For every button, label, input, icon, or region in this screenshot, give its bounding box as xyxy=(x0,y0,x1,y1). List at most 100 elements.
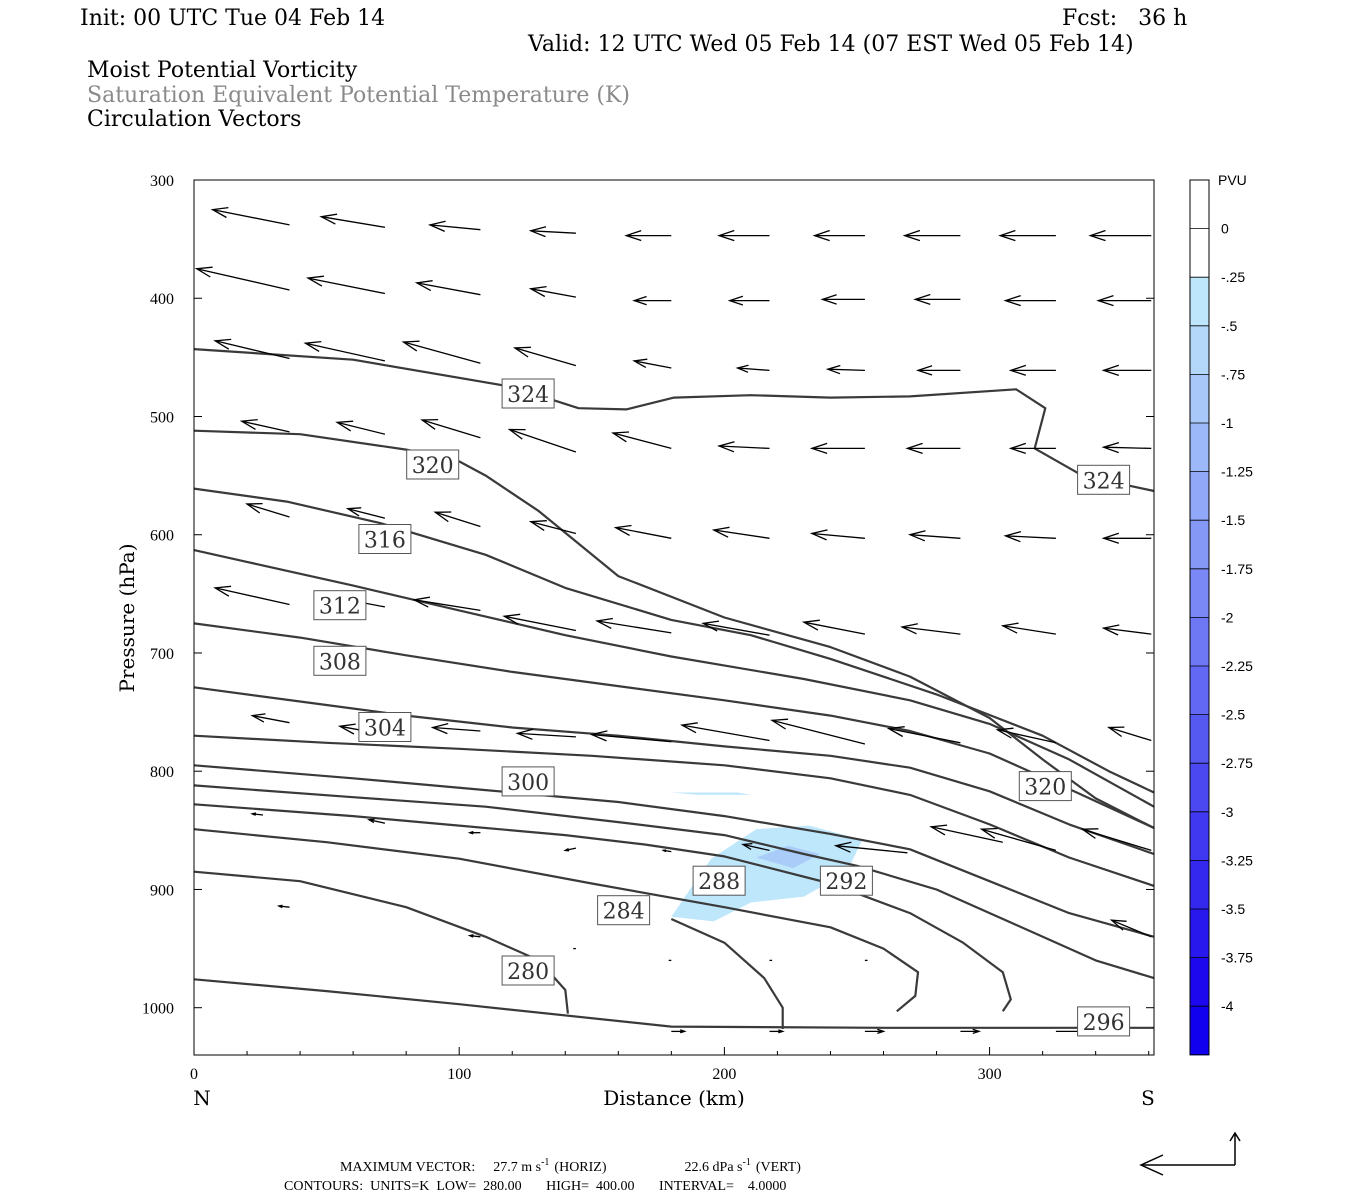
contour-label-320: 320 xyxy=(406,449,460,480)
circulation-vector-64 xyxy=(589,730,672,743)
contour-label-text: 320 xyxy=(412,454,454,479)
contour-label-text: 320 xyxy=(1024,776,1066,801)
pv-region-2 xyxy=(756,845,820,869)
contour-label-284: 284 xyxy=(597,895,651,926)
circulation-vector-55 xyxy=(701,620,770,636)
circulation-vector-25 xyxy=(735,364,770,373)
circulation-vector-18 xyxy=(1003,294,1056,307)
circulation-vector-42 xyxy=(433,511,481,528)
contour-label-layer: 324 320 316 312 308 304 300 288 292 284 280 320 324 2… xyxy=(313,378,1131,1037)
circulation-vector-74 xyxy=(661,849,672,853)
circulation-vector-48 xyxy=(1003,530,1056,543)
colorbar-swatch xyxy=(1190,811,1209,861)
circulation-vector-54 xyxy=(595,617,672,634)
contour-label-308: 308 xyxy=(313,645,367,676)
plot-frame xyxy=(193,179,1155,1056)
colorbar-tick-label: -1.25 xyxy=(1221,464,1253,480)
circulation-vector-19 xyxy=(1096,294,1152,307)
colorbar-swatch xyxy=(1190,520,1209,570)
contour-312-3 xyxy=(193,549,1155,808)
contour-308-4 xyxy=(193,622,1155,829)
colorbar-swatch xyxy=(1190,471,1209,521)
circulation-vector-27 xyxy=(915,365,961,376)
colorbar-tick-label: -2 xyxy=(1221,609,1234,625)
circulation-vector-40 xyxy=(245,502,290,518)
circulation-vector-53 xyxy=(502,613,577,632)
colorbar-swatch xyxy=(1190,666,1209,716)
circulation-vector-57 xyxy=(900,623,961,635)
y-tick-label: 400 xyxy=(150,291,174,308)
circulation-vector-59 xyxy=(1101,624,1152,636)
contour-label-text: 324 xyxy=(507,383,549,408)
contour-label-296: 296 xyxy=(1077,1006,1131,1037)
circulation-vector-73 xyxy=(563,847,577,852)
contour-label-text: 296 xyxy=(1083,1011,1125,1036)
colorbar-swatch xyxy=(1190,714,1209,764)
circulation-vector-22 xyxy=(401,340,481,364)
colorbar-swatch xyxy=(1190,763,1209,813)
contour-label-text: 300 xyxy=(507,771,549,796)
circulation-vector-21 xyxy=(303,340,386,362)
contour-label-312: 312 xyxy=(313,590,367,621)
circulation-vector-11 xyxy=(305,275,386,295)
pv-shading-layer xyxy=(671,792,863,922)
circulation-vector-16 xyxy=(820,294,865,305)
circulation-vector-37 xyxy=(905,442,961,455)
circulation-vector-32 xyxy=(420,418,481,439)
contour-label-292: 292 xyxy=(819,865,873,896)
contour-label-text: 284 xyxy=(603,900,645,925)
colorbar-tick-label: -1.75 xyxy=(1221,561,1253,577)
circulation-vector-47 xyxy=(907,530,961,542)
contour-label-324: 324 xyxy=(1077,464,1131,495)
circulation-vector-70 xyxy=(250,812,264,816)
contour-label-320: 320 xyxy=(1018,771,1072,802)
init-time: Init: 00 UTC Tue 04 Feb 14 xyxy=(80,6,385,31)
max-vert-unit: (VERT) xyxy=(756,1160,801,1175)
field-label-vectors: Circulation Vectors xyxy=(87,107,301,132)
axis-layer: 0 100 200 300 300 400 500 600 700 800 900 1000 xyxy=(142,173,1154,1083)
colorbar-tick-label: -.25 xyxy=(1221,269,1245,285)
circulation-vector-79 xyxy=(1080,828,1152,852)
y-tick-label: 300 xyxy=(150,173,174,190)
colorbar-tick-label: -3.75 xyxy=(1221,950,1253,966)
max-vert-value: 22.6 dPa s xyxy=(685,1160,743,1175)
circulation-vector-31 xyxy=(335,420,386,435)
contour-288-9 xyxy=(193,803,1012,1012)
max-vert-exponent: -1 xyxy=(742,1157,750,1168)
colorbar-swatch xyxy=(1190,374,1209,424)
colorbar-swatch xyxy=(1190,277,1209,327)
max-horiz-exponent: -1 xyxy=(541,1157,549,1168)
circulation-vector-17 xyxy=(913,293,961,306)
contour-280-11 xyxy=(193,870,569,1014)
circulation-vector-9 xyxy=(1088,229,1152,242)
contour-info: CONTOURS: UNITS=K LOW= 280.00 HIGH= 400.… xyxy=(284,1179,786,1194)
circulation-vector-63 xyxy=(515,728,576,740)
contour-label-text: 292 xyxy=(825,870,867,895)
y-tick-label: 1000 xyxy=(142,1001,174,1018)
circulation-vector-76 xyxy=(833,841,908,854)
circulation-vector-5 xyxy=(717,229,770,242)
circulation-vector-81 xyxy=(467,934,481,938)
circulation-vector-45 xyxy=(711,526,770,539)
reference-vector-icon xyxy=(1139,1131,1241,1176)
circulation-vector-58 xyxy=(1000,622,1057,635)
colorbar-swatch xyxy=(1190,325,1209,375)
circulation-vector-10 xyxy=(194,266,290,291)
contour-label-288: 288 xyxy=(692,865,746,896)
circulation-vector-34 xyxy=(611,431,672,450)
circulation-vector-38 xyxy=(1008,442,1056,455)
contour-304-5 xyxy=(193,686,1155,856)
x-tick-label: 0 xyxy=(190,1066,198,1083)
circulation-vector-12 xyxy=(414,280,481,296)
colorbar-tick-label: -.75 xyxy=(1221,366,1245,382)
theta-e-contour-layer xyxy=(193,348,1155,1029)
contour-label-text: 316 xyxy=(364,529,406,554)
x-axis-left-end-label: N xyxy=(193,1086,211,1110)
contour-296-7 xyxy=(193,764,1155,938)
colorbar-swatch xyxy=(1190,957,1209,1007)
pv-region-0 xyxy=(671,825,863,922)
circulation-vector-1 xyxy=(319,213,386,228)
contour-label-280: 280 xyxy=(501,955,555,986)
circulation-vector-28 xyxy=(1008,364,1056,376)
